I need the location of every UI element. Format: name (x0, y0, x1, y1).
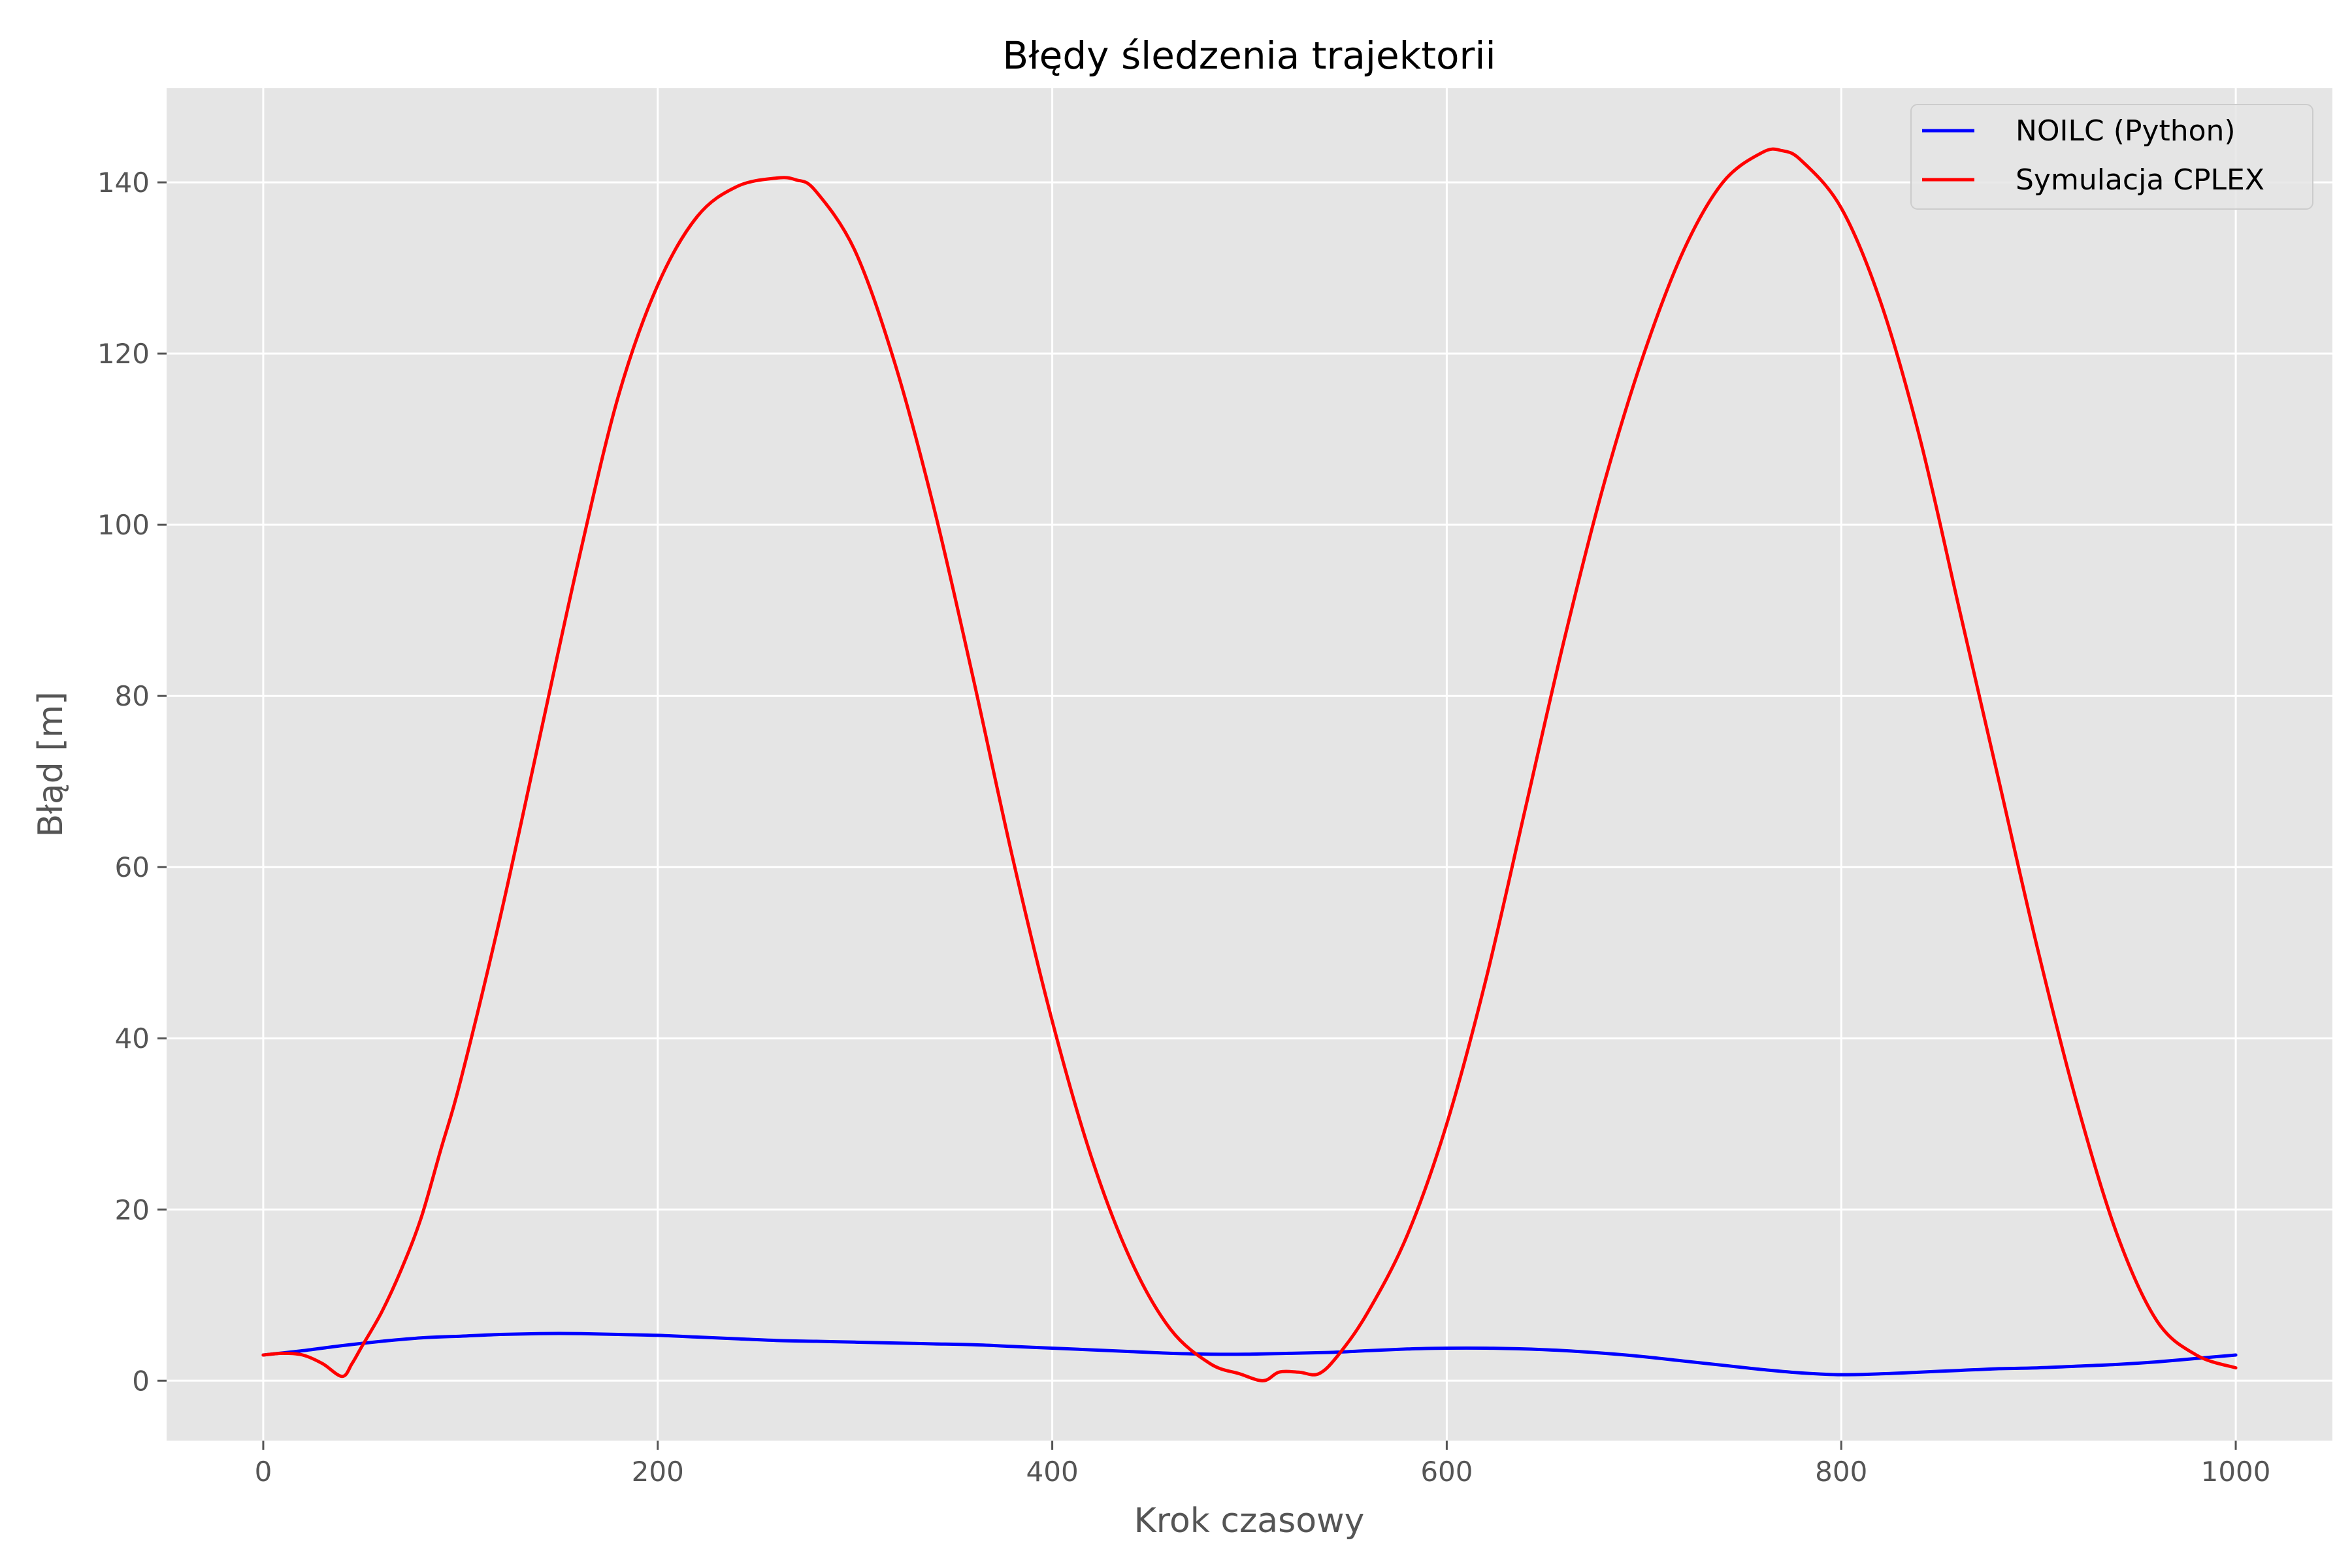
y-axis-label: Błąd [m] (31, 691, 71, 837)
plot-area (167, 88, 2332, 1441)
grid (167, 88, 2332, 1441)
y-tick-label: 80 (115, 680, 150, 712)
x-tick-label: 800 (1815, 1456, 1867, 1488)
x-tick-label: 400 (1026, 1456, 1079, 1488)
y-tick-label: 60 (115, 851, 150, 883)
series-line-1 (261, 147, 2238, 1382)
x-tick-label: 600 (1420, 1456, 1473, 1488)
y-tick-label: 0 (132, 1365, 150, 1397)
y-tick-label: 140 (97, 167, 150, 199)
x-tick-label: 1000 (2201, 1456, 2271, 1488)
x-tick-label: 0 (255, 1456, 272, 1488)
y-tick-label: 100 (97, 509, 150, 541)
series-lines (261, 147, 2238, 1382)
x-tick-label: 200 (632, 1456, 684, 1488)
ticks: 0 200 400 600 800 1000 0 20 40 60 80 100 120 140 (97, 167, 2271, 1488)
legend-box (1910, 104, 2313, 210)
series-line-0 (261, 1331, 2238, 1377)
y-tick-label: 20 (115, 1194, 150, 1226)
legend: NOILC (Python) Symulacja CPLEX (1910, 104, 2313, 210)
chart-title: Błędy śledzenia trajektorii (1002, 33, 1495, 78)
legend-label-noilc: NOILC (Python) (2016, 114, 2236, 148)
x-axis-label: Krok czasowy (1134, 1501, 1365, 1541)
legend-label-cplex: Symulacja CPLEX (2016, 163, 2264, 197)
y-tick-label: 40 (115, 1022, 150, 1054)
y-tick-label: 120 (97, 338, 150, 370)
